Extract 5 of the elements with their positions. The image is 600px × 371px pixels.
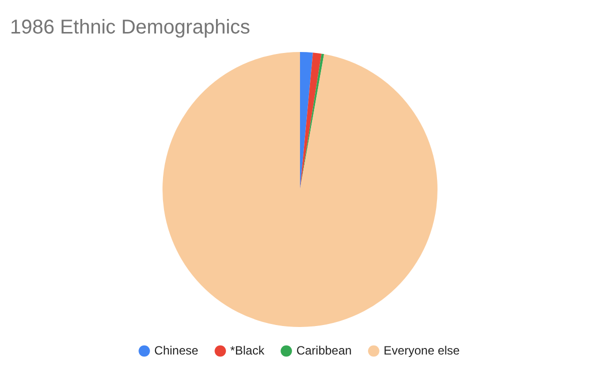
legend-label: Caribbean xyxy=(296,343,352,358)
legend-label: Everyone else xyxy=(384,343,460,358)
chart-title: 1986 Ethnic Demographics xyxy=(10,16,250,39)
legend-label: *Black xyxy=(230,343,266,358)
legend-label: Chinese xyxy=(154,343,199,358)
